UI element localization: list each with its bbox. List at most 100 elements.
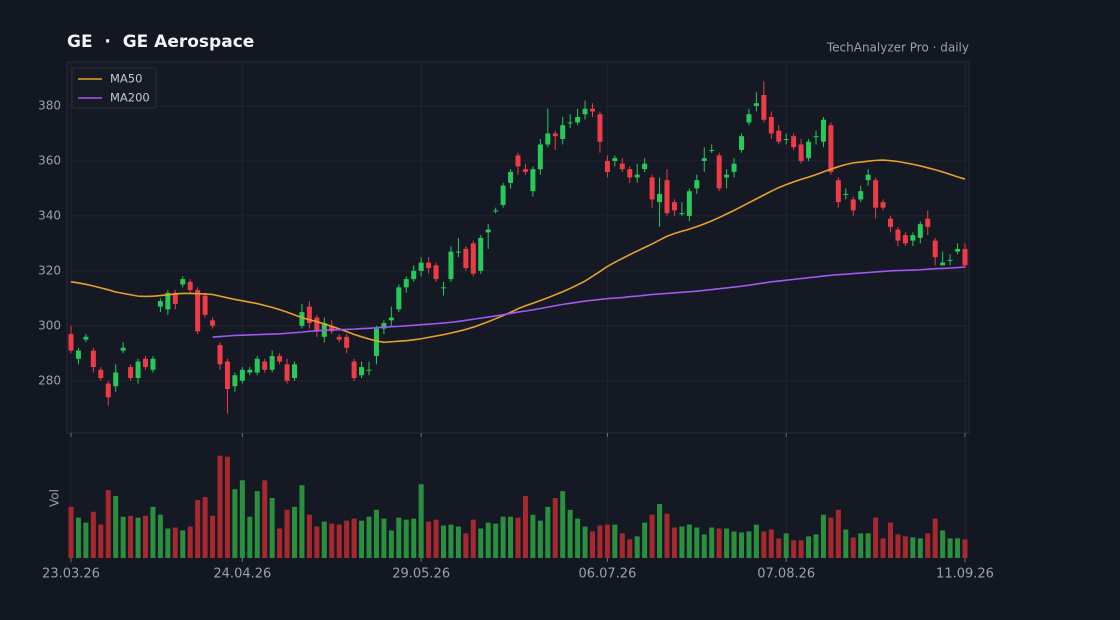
candle-body — [694, 180, 700, 189]
volume-bar — [530, 514, 536, 558]
volume-bar — [619, 533, 625, 558]
volume-bar — [195, 499, 201, 558]
volume-bar — [917, 538, 923, 558]
candle-body — [381, 323, 387, 329]
x-tick-label: 07.08.26 — [757, 567, 815, 582]
volume-bar — [739, 532, 744, 558]
volume-bar — [113, 496, 119, 558]
volume-bar — [798, 540, 804, 558]
volume-bar — [292, 506, 297, 558]
candle-body — [90, 350, 96, 368]
chart-title: GE · GE Aerospace — [67, 32, 254, 52]
candle-body — [306, 306, 312, 324]
candle-body — [150, 358, 156, 370]
volume-bar — [247, 516, 253, 558]
candle-body — [873, 180, 879, 208]
volume-bar — [306, 514, 312, 558]
volume-bar — [783, 533, 789, 558]
volume-bar — [232, 489, 238, 558]
candle-body — [478, 237, 484, 271]
candle-body — [157, 301, 163, 307]
candle-body — [329, 325, 335, 332]
candle-body — [224, 361, 230, 390]
volume-bar — [962, 539, 968, 558]
volume-bar — [649, 514, 655, 558]
candle-body — [932, 240, 938, 258]
candle-body — [426, 262, 432, 269]
candle-body — [776, 130, 782, 142]
volume-bar — [895, 534, 901, 558]
volume-bar — [537, 520, 543, 558]
volume-bar — [373, 509, 379, 558]
volume-bar — [470, 519, 476, 558]
ma-line — [212, 266, 966, 338]
volume-bar — [128, 515, 134, 558]
volume-bar — [508, 516, 514, 558]
volume-bar — [98, 524, 104, 558]
volume-bar — [716, 528, 722, 558]
volume-bar — [433, 519, 439, 558]
volume-bar — [515, 517, 521, 558]
candle-body — [962, 248, 968, 266]
candle-body — [701, 158, 707, 161]
volume-bar — [351, 518, 357, 558]
volume-bar — [105, 490, 111, 558]
candle-body — [277, 356, 283, 362]
candle-body — [202, 295, 208, 315]
candle-body — [120, 347, 126, 351]
volume-bar — [485, 522, 491, 558]
candle-body — [552, 133, 558, 137]
volume-bar — [582, 526, 588, 558]
candle-body — [239, 369, 245, 381]
volume-bar — [604, 524, 610, 558]
candle-body — [649, 177, 655, 200]
volume-bar — [612, 524, 618, 558]
volume-bar — [143, 515, 148, 558]
candle-body — [724, 174, 730, 178]
candle-body — [418, 262, 424, 271]
volume-bar — [671, 527, 677, 558]
candle-body — [128, 367, 134, 379]
volume-bar — [321, 521, 327, 558]
volume-bar — [731, 531, 737, 558]
candle-body — [768, 116, 774, 134]
volume-bar — [299, 485, 305, 558]
candle-body — [902, 235, 908, 244]
candle-body — [485, 229, 491, 233]
candle-body — [545, 133, 551, 145]
candle-body — [590, 108, 595, 112]
candle-body — [537, 144, 543, 170]
candle-body — [232, 375, 238, 387]
volume-bar — [381, 518, 387, 558]
y-tick-label: 280 — [38, 373, 61, 387]
candle-body — [217, 345, 223, 365]
volume-bar — [746, 531, 752, 558]
candle-body — [582, 108, 588, 115]
candle-body — [254, 358, 260, 373]
volume-bar — [262, 480, 268, 558]
volume-bar — [776, 538, 782, 558]
volume-bar — [329, 523, 335, 558]
volume-bar — [567, 509, 573, 558]
volume-bar — [344, 520, 350, 558]
candle-body — [835, 180, 841, 203]
volume-bar — [180, 530, 186, 558]
volume-bar — [835, 509, 841, 558]
candle-body — [865, 174, 871, 181]
candle-body — [373, 328, 379, 357]
candle-body — [292, 364, 297, 379]
volume-bar — [254, 491, 260, 558]
candle-body — [98, 369, 104, 379]
volume-bar — [768, 529, 774, 558]
candle-body — [843, 193, 849, 195]
volume-bar — [388, 530, 394, 558]
volume-bar — [552, 498, 558, 558]
candle-body — [433, 265, 439, 280]
volume-bar — [947, 538, 953, 558]
volume-bar — [828, 517, 834, 558]
candle-body — [470, 243, 476, 274]
candle-body — [917, 224, 923, 238]
candle-body — [604, 160, 610, 172]
candle-body — [455, 251, 461, 253]
volume-bar — [277, 528, 283, 558]
